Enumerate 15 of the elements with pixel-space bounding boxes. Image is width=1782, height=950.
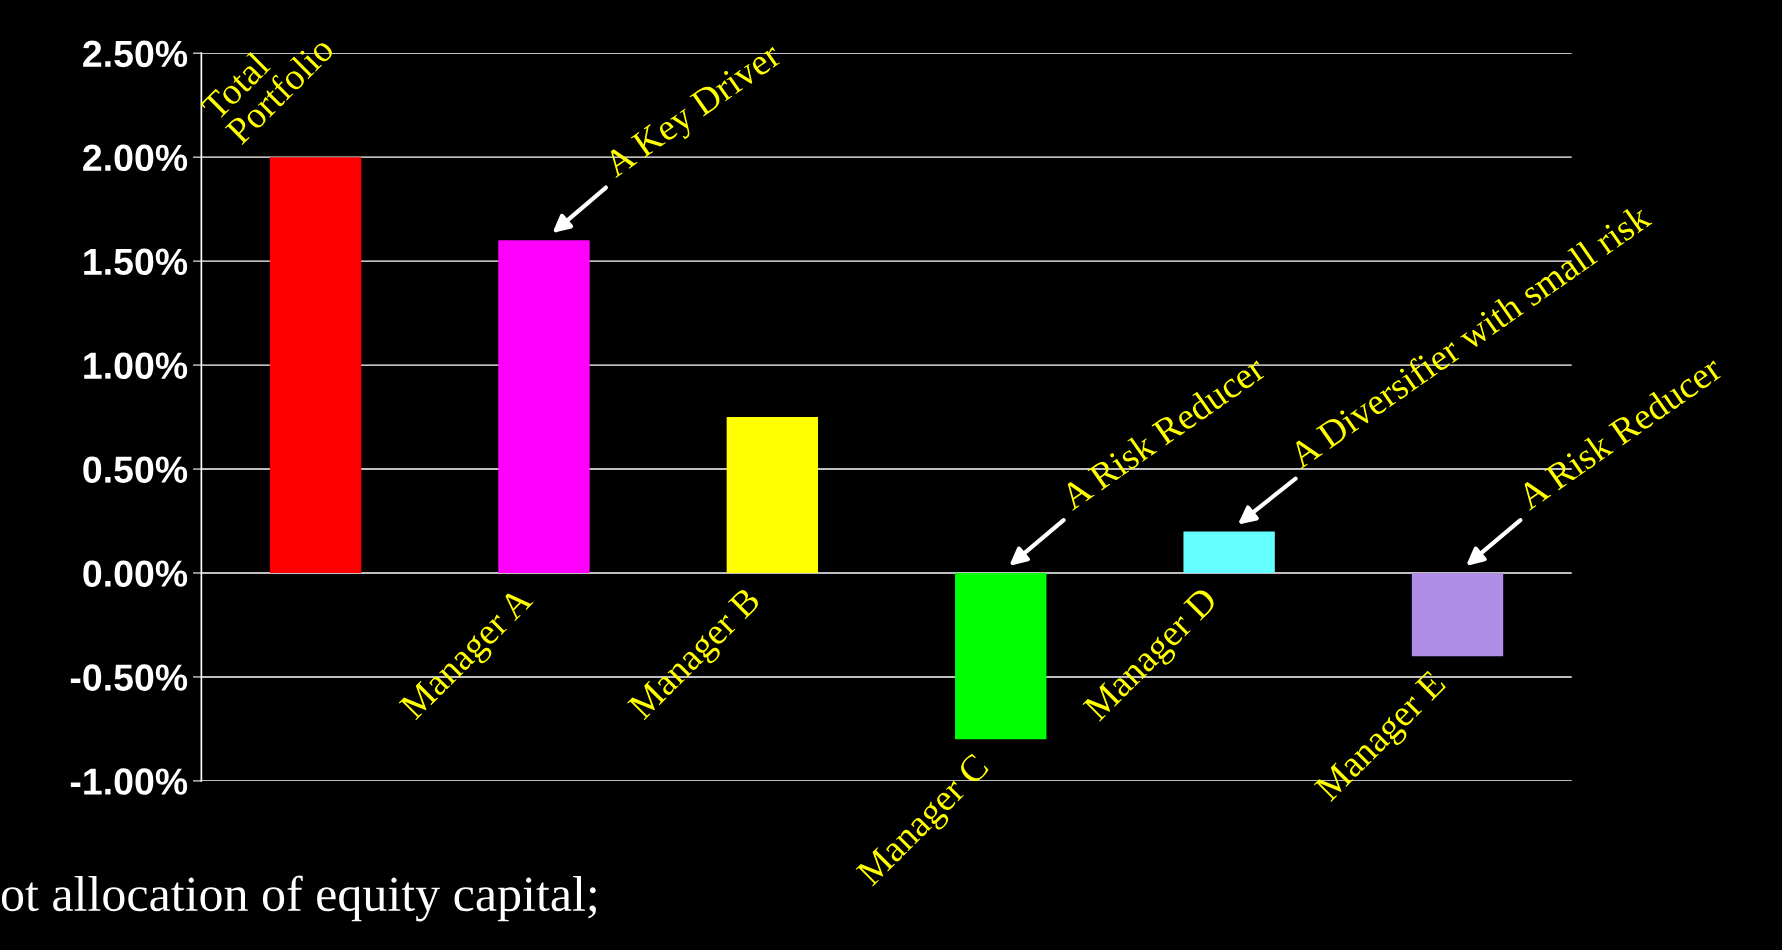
y-tick-label: 1.00%	[84, 352, 188, 380]
y-tick-label: -0.50%	[70, 664, 188, 691]
bar	[1183, 531, 1275, 573]
text: ot allocation of equity capital;	[1, 875, 596, 922]
bar	[269, 157, 362, 573]
y-tick-label: 1.50%	[84, 248, 188, 276]
bar	[726, 417, 819, 573]
bar	[498, 240, 590, 573]
y-tick-label: -1.00%	[70, 768, 188, 795]
bar	[1411, 572, 1504, 657]
y-tick-label: 0.50%	[83, 456, 188, 483]
bar	[955, 572, 1047, 740]
y-tick-label: 2.00%	[83, 144, 188, 172]
y-tick-label: 0.00%	[83, 560, 188, 587]
y-tick-label: 2.50%	[83, 40, 188, 68]
